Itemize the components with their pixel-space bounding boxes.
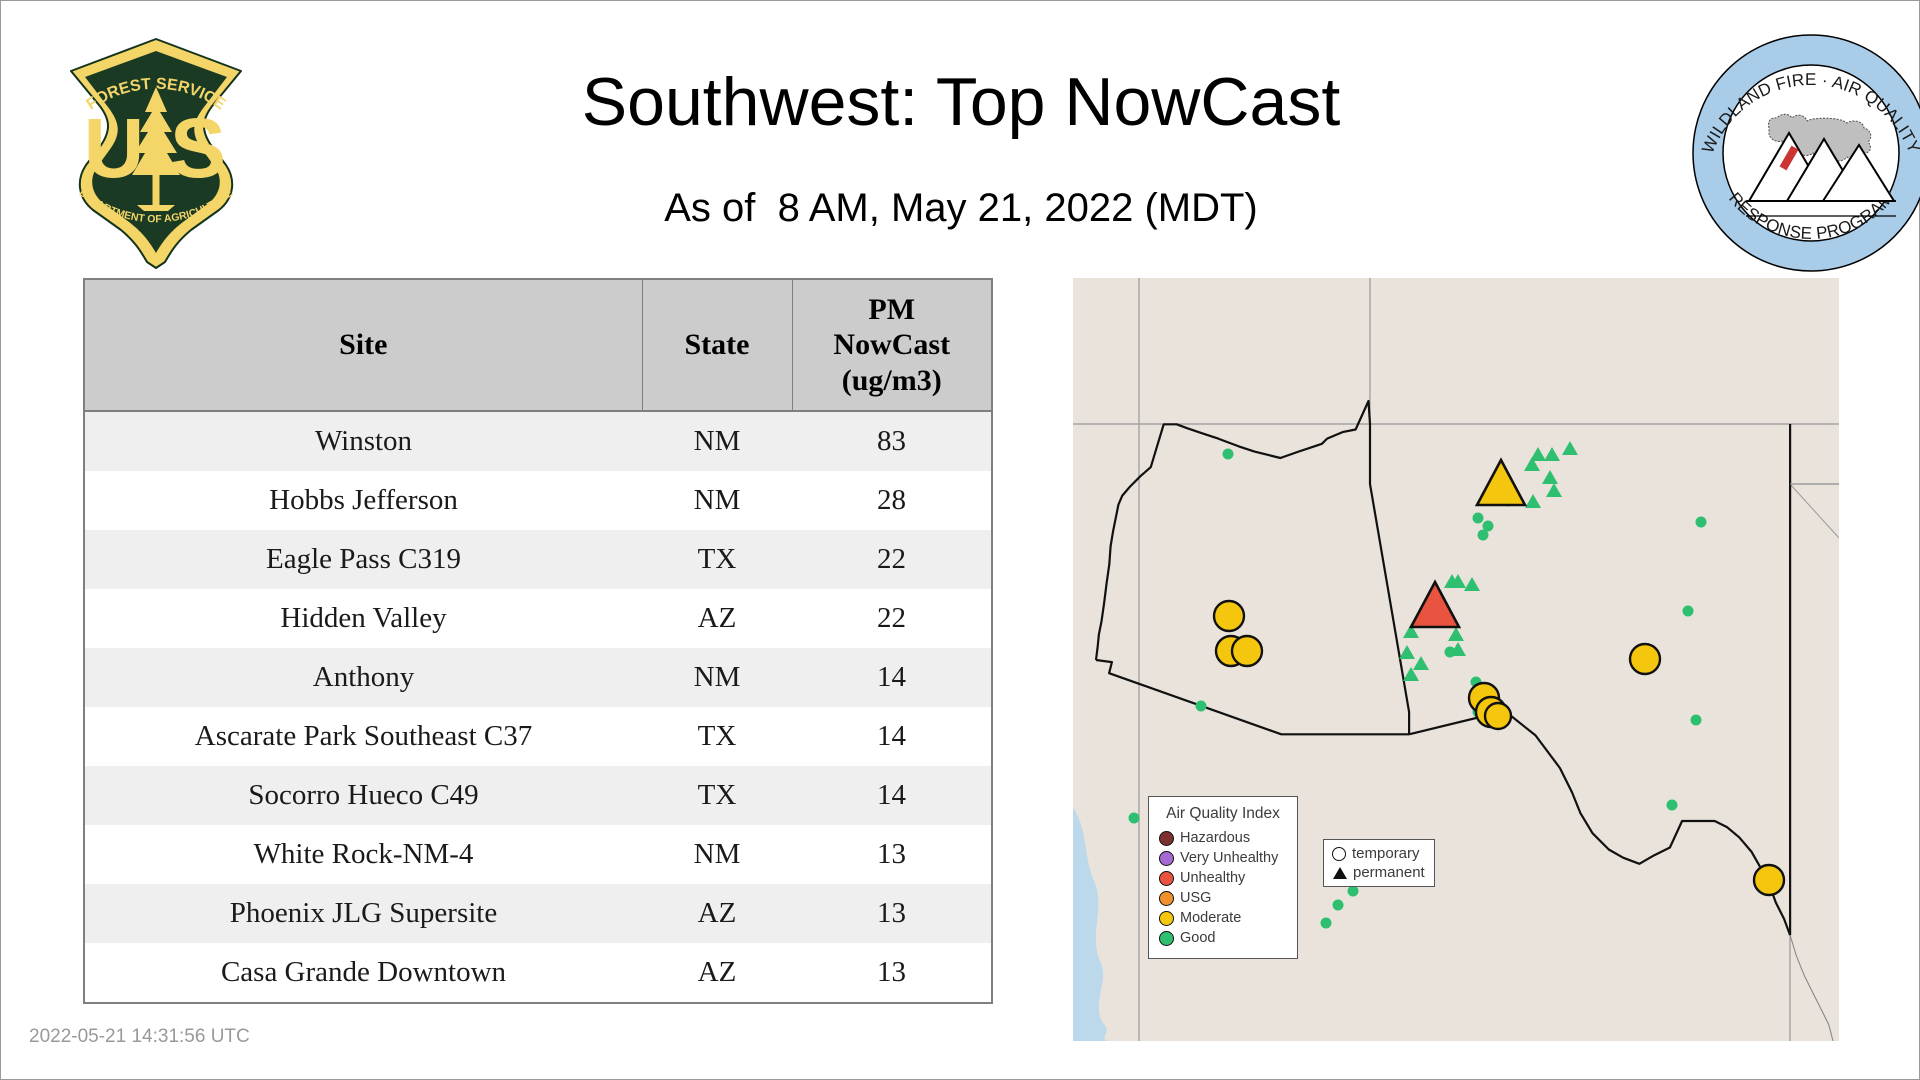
svg-text:S: S xyxy=(170,101,226,195)
svg-text:U: U xyxy=(84,101,145,195)
